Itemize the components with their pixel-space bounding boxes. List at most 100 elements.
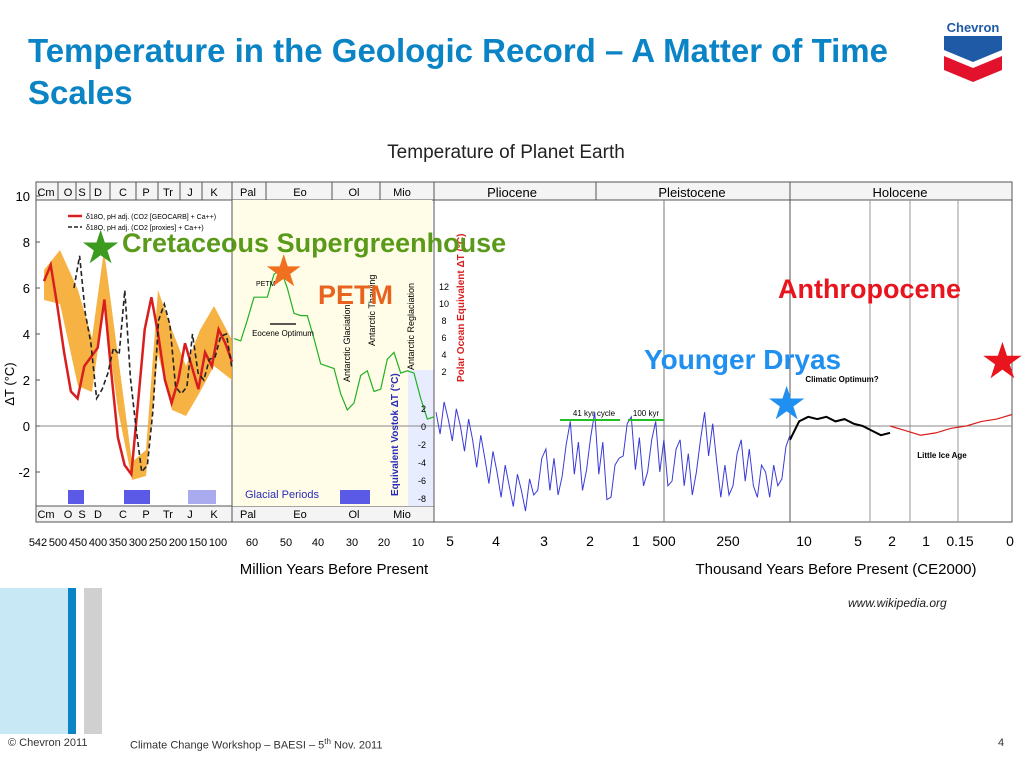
glacial-period-bars <box>68 490 370 504</box>
footer-event-sup: th <box>324 737 331 746</box>
decor-panel-light <box>0 588 68 734</box>
period-c: C <box>119 187 127 199</box>
cretaceous-star-icon: ★ <box>80 221 122 273</box>
x-tick-thousand-2: 5 <box>854 533 862 549</box>
x-tick-million-6: 250 <box>149 537 167 549</box>
period-bottom-mio: Mio <box>393 509 411 521</box>
period-bottom-j: J <box>187 509 193 521</box>
x-tick-million-3: 400 <box>89 537 107 549</box>
period-labels-bottom: Cm O S D C P Tr J K Pal Eo Ol Mio <box>37 509 410 521</box>
annotation-younger-dryas: Younger Dryas <box>644 344 842 375</box>
chevron-emblem-icon <box>944 36 1002 82</box>
anthropocene-star-icon: ★ <box>980 333 1024 389</box>
vostok-axis-label: Equivalent Vostok ΔT (°C) <box>390 373 401 496</box>
x-tick-labels: 542 500 450 400 350 300 250 200 150 100 60 50 40 30 20… <box>29 533 1014 549</box>
x-tick-recent-2: 3 <box>540 533 548 549</box>
period-bottom-p: P <box>142 509 149 521</box>
series-vostok-line <box>435 401 791 512</box>
cycle-100-label: 100 kyr <box>633 409 660 418</box>
period-tr: Tr <box>163 187 173 199</box>
glacial-bar-jurassic <box>188 490 216 504</box>
x-tick-million-12: 40 <box>312 537 324 549</box>
polar-tick-3: 6 <box>441 333 446 343</box>
period-band-top <box>35 181 1013 201</box>
period-bottom-pal: Pal <box>240 509 256 521</box>
vostok-tick-0: 2 <box>421 404 426 414</box>
y-axis-label: ΔT (°C) <box>2 362 17 405</box>
vostok-tick-5: -8 <box>418 494 426 504</box>
period-bottom-d: D <box>94 509 102 521</box>
polar-ocean-ticks: 12 10 8 6 4 2 <box>439 282 449 377</box>
y-tick-labels: 10 8 6 4 2 0 -2 <box>16 189 40 480</box>
period-pleistocene: Pleistocene <box>658 185 725 200</box>
vostok-scale-region <box>408 370 434 506</box>
period-ol: Ol <box>349 187 360 199</box>
footer-event-prefix: Climate Change Workshop – BAESI – 5 <box>130 739 325 752</box>
y-tick-4: 2 <box>23 373 30 388</box>
x-tick-recent-1: 4 <box>492 533 500 549</box>
little-ice-age-label: Little Ice Age <box>917 451 967 460</box>
x-tick-million-1: 500 <box>49 537 67 549</box>
x-tick-thousand-5: 0.15 <box>946 533 973 549</box>
x-tick-million-14: 20 <box>378 537 390 549</box>
x-tick-recent-4: 1 <box>632 533 640 549</box>
y-tick-5: 0 <box>23 419 30 434</box>
period-bottom-ol: Ol <box>349 509 360 521</box>
vostok-tick-4: -6 <box>418 476 426 486</box>
polar-tick-0: 12 <box>439 282 449 292</box>
period-bottom-c: C <box>119 509 127 521</box>
cenozoic-region <box>232 200 432 506</box>
period-dividers-top <box>57 182 381 200</box>
y-tick-3: 4 <box>23 327 30 342</box>
polar-tick-2: 8 <box>441 316 446 326</box>
x-tick-thousand-4: 1 <box>922 533 930 549</box>
glacial-bar-cenozoic <box>340 490 370 504</box>
decor-bar-blue <box>68 588 76 734</box>
petm-star-icon: ★ <box>264 247 304 296</box>
annotation-cretaceous: Cretaceous Supergreenhouse <box>122 228 507 258</box>
vostok-tick-1: 0 <box>421 422 426 432</box>
period-mio: Mio <box>393 187 411 199</box>
y-tick-2: 6 <box>23 281 30 296</box>
x-tick-million-5: 300 <box>129 537 147 549</box>
vostok-tick-3: -4 <box>418 458 426 468</box>
polar-tick-1: 10 <box>439 299 449 309</box>
period-bottom-s: S <box>78 509 85 521</box>
chevron-logo: Chevron <box>938 20 1008 82</box>
x-axis-label-thousand: Thousand Years Before Present (CE2000) <box>695 561 976 578</box>
polar-tick-5: 2 <box>441 367 446 377</box>
x-tick-thousand-6: 0 <box>1006 533 1014 549</box>
period-bottom-eo: Eo <box>293 509 306 521</box>
glacial-bar-carboniferous <box>124 490 150 504</box>
glacial-bar-ordovician <box>68 490 84 504</box>
period-bottom-tr: Tr <box>163 509 173 521</box>
footer-copyright: © Chevron 2011 <box>8 737 88 749</box>
period-j: J <box>187 187 193 199</box>
x-tick-million-13: 30 <box>346 537 358 549</box>
series-paleo-proxies-line <box>73 255 233 474</box>
legend: δ18O, pH adj. (CO2 [GEOCARB] + Ca++) δ18… <box>68 214 216 232</box>
source-credit: www.wikipedia.org <box>848 596 947 610</box>
period-bottom-k: K <box>210 509 218 521</box>
period-eo: Eo <box>293 187 306 199</box>
period-bottom-o: O <box>64 509 73 521</box>
period-pal: Pal <box>240 187 256 199</box>
x-tick-million-0: 542 <box>29 537 47 549</box>
y-tick-6: -2 <box>18 465 30 480</box>
period-d: D <box>94 187 102 199</box>
x-tick-thousand-3: 2 <box>888 533 896 549</box>
x-tick-million-7: 200 <box>169 537 187 549</box>
x-tick-thousand-0: 250 <box>716 533 740 549</box>
x-tick-thousand-1: 10 <box>796 533 812 549</box>
polar-tick-4: 4 <box>441 350 446 360</box>
vostok-tick-2: -2 <box>418 440 426 450</box>
period-labels-top: Cm O S D C P Tr J K Pal Eo Ol Mio Plioce… <box>37 185 927 200</box>
series-holocene-line <box>789 415 891 441</box>
chart-title: Temperature of Planet Earth <box>387 142 625 163</box>
glacial-periods-label: Glacial Periods <box>245 489 319 501</box>
younger-dryas-star-icon: ★ <box>766 377 808 429</box>
cycle-41-label: 41 kyr cycle <box>573 409 616 418</box>
period-pliocene: Pliocene <box>487 185 537 200</box>
paleo-uncertainty-band <box>44 250 232 480</box>
x-tick-million-10: 60 <box>246 537 258 549</box>
